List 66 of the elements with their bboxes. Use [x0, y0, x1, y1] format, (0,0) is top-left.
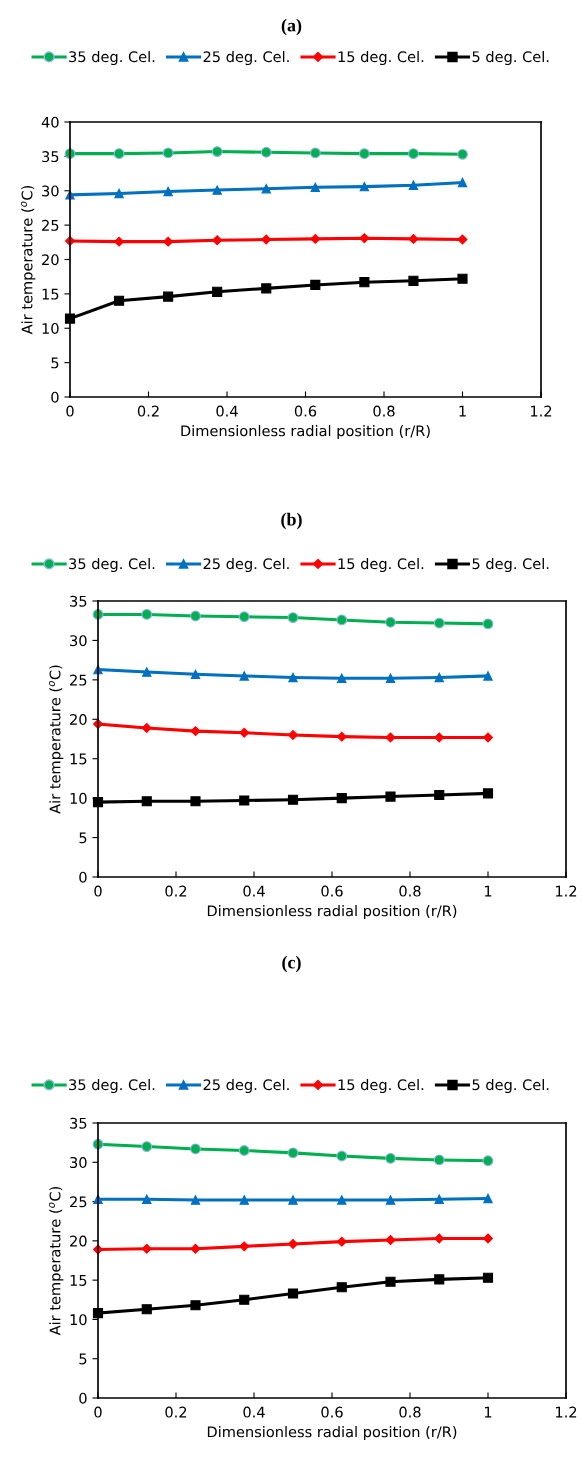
- legend-label: 15 deg. Cel.: [338, 50, 424, 66]
- legend-label: 15 deg. Cel.: [338, 1078, 424, 1094]
- legend-label: 25 deg. Cel.: [203, 557, 289, 573]
- x-tick-label: 0.2: [137, 405, 159, 417]
- y-tick-label: 30: [70, 635, 87, 647]
- x-tick-label: 0: [94, 1406, 102, 1418]
- y-axis-title: Air temperature ($^{o}$C): [21, 186, 36, 335]
- y-tick-label: 35: [70, 595, 87, 607]
- x-tick-label: 0.6: [321, 885, 343, 897]
- y-tick-label: 20: [70, 714, 87, 726]
- legend-label: 5 deg. Cel.: [472, 557, 549, 573]
- x-tick-label: 0.4: [243, 1406, 265, 1418]
- y-tick-label: 5: [51, 357, 59, 369]
- x-tick-label: 0.4: [243, 885, 265, 897]
- x-tick-label: 0.6: [294, 405, 317, 417]
- y-tick-label: 35: [42, 151, 59, 163]
- legend-label: 25 deg. Cel.: [203, 50, 289, 66]
- y-tick-label: 10: [70, 1314, 87, 1326]
- y-tick-label: 0: [79, 871, 87, 883]
- y-tick-label: 15: [70, 1275, 87, 1286]
- x-tick-label: 0.4: [216, 405, 238, 417]
- y-tick-label: 15: [42, 288, 59, 300]
- y-tick-label: 25: [70, 1196, 87, 1208]
- y-axis-title: Air temperature ($^{o}$C): [49, 1187, 64, 1336]
- y-tick-label: 5: [79, 832, 87, 844]
- y-tick-label: 30: [70, 1157, 87, 1169]
- x-axis-title: Dimensionless radial position (r/R): [207, 1426, 457, 1441]
- legend-label: 15 deg. Cel.: [338, 557, 424, 573]
- x-tick-label: 0: [94, 885, 102, 897]
- x-tick-label: 1.2: [556, 885, 577, 897]
- y-tick-label: 10: [42, 322, 59, 334]
- y-tick-label: 0: [51, 391, 59, 403]
- y-tick-label: 35: [70, 1117, 87, 1129]
- chart-title: (c): [282, 955, 301, 973]
- x-tick-label: 1.2: [556, 1406, 577, 1418]
- x-axis-title: Dimensionless radial position (r/R): [207, 905, 457, 920]
- x-tick-label: 1.2: [531, 405, 552, 417]
- chart-title: (a): [281, 18, 302, 36]
- legend-label: 5 deg. Cel.: [472, 1078, 549, 1094]
- x-tick-label: 0.8: [399, 885, 421, 897]
- y-tick-label: 40: [41, 116, 59, 128]
- legend-label: 35 deg. Cel.: [69, 50, 155, 66]
- y-tick-label: 5: [79, 1353, 87, 1365]
- chart-title: (b): [281, 512, 302, 530]
- y-tick-label: 20: [42, 254, 59, 266]
- x-tick-label: 0.2: [165, 885, 187, 897]
- legend-label: 25 deg. Cel.: [203, 1078, 289, 1094]
- x-tick-label: 1: [459, 405, 466, 417]
- y-tick-label: 25: [70, 674, 87, 686]
- y-tick-label: 20: [70, 1235, 87, 1247]
- legend-label: 35 deg. Cel.: [69, 1078, 155, 1094]
- x-tick-label: 0.6: [321, 1406, 343, 1418]
- y-tick-label: 10: [70, 792, 87, 804]
- y-axis-title: Air temperature ($^{o}$C): [49, 665, 64, 814]
- y-tick-label: 30: [42, 185, 59, 197]
- legend-label: 5 deg. Cel.: [472, 50, 549, 66]
- x-tick-label: 0.2: [165, 1406, 187, 1418]
- y-tick-label: 0: [79, 1392, 87, 1404]
- x-tick-label: 1: [484, 885, 492, 897]
- x-tick-label: 1: [484, 1406, 492, 1418]
- y-tick-label: 15: [70, 753, 87, 765]
- x-axis-title: Dimensionless radial position (r/R): [181, 425, 430, 440]
- x-tick-label: 0.8: [373, 405, 395, 417]
- legend-label: 35 deg. Cel.: [69, 557, 155, 573]
- y-tick-label: 25: [42, 219, 59, 231]
- x-tick-label: 0.8: [399, 1406, 421, 1418]
